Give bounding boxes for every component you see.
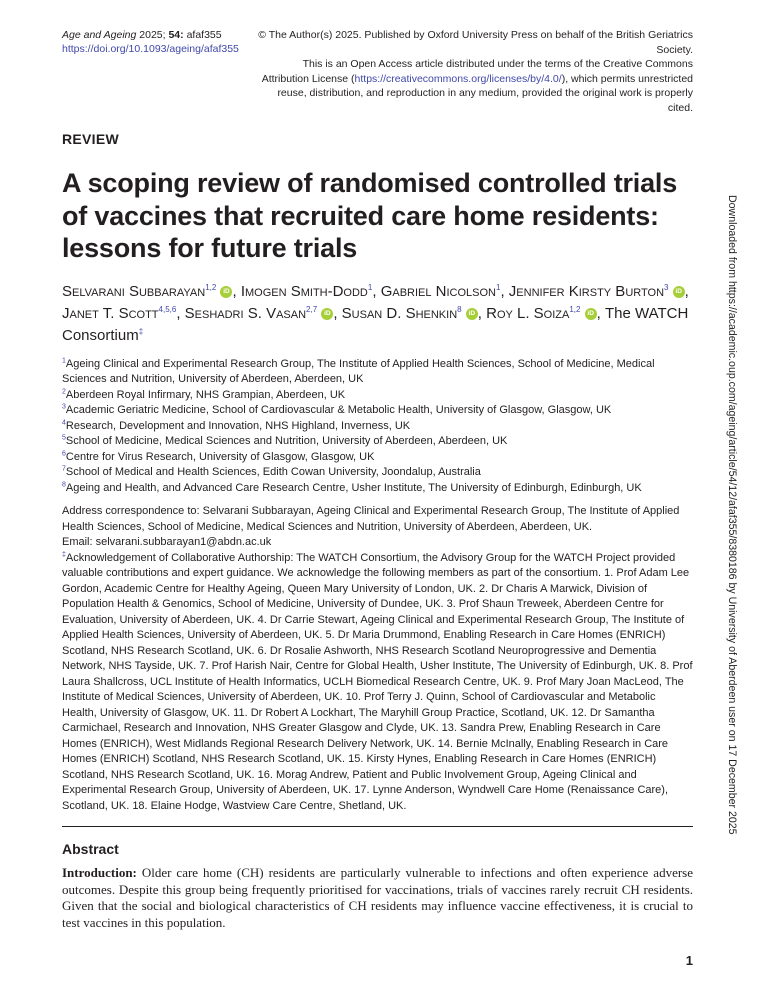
correspondence-address: Address correspondence to: Selvarani Sub… xyxy=(62,505,680,533)
affiliation-number: 8 xyxy=(62,480,66,488)
author-name: Selvarani Subbarayan xyxy=(62,282,206,300)
affiliation: 2Aberdeen Royal Infirmary, NHS Grampian,… xyxy=(62,388,693,404)
acknowledgement-mark: ‡ xyxy=(62,550,66,558)
author: Jennifer Kirsty Burton3 iD xyxy=(509,283,685,300)
author: Seshadri S. Vasan2,7 iD xyxy=(185,305,334,322)
affiliations: 1Ageing Clinical and Experimental Resear… xyxy=(62,357,693,497)
author-list: Selvarani Subbarayan1,2 iD, Imogen Smith… xyxy=(62,282,689,344)
author-affiliation-ref: 1 xyxy=(367,282,373,292)
orcid-icon[interactable]: iD xyxy=(220,285,233,298)
author-affiliation-ref: 1,2 xyxy=(205,282,217,292)
article-title: A scoping review of randomised controlle… xyxy=(62,168,678,263)
consortium: The WATCH Consortium‡ xyxy=(62,305,688,344)
affiliation-text: School of Medicine, Medical Sciences and… xyxy=(65,435,508,447)
license-notice: © The Author(s) 2025. Published by Oxfor… xyxy=(255,28,693,115)
affiliation: 3Academic Geriatric Medicine, School of … xyxy=(62,403,693,419)
abstract-heading: Abstract xyxy=(62,841,119,857)
affiliation-number: 1 xyxy=(62,356,66,364)
author-affiliation-ref: 8 xyxy=(457,304,462,314)
doi-link[interactable]: https://doi.org/10.1093/ageing/afaf355 xyxy=(62,43,239,55)
orcid-icon[interactable]: iD xyxy=(465,307,478,320)
author: Roy L. Soiza1,2 iD xyxy=(486,305,597,322)
author-name: Janet T. Scott xyxy=(62,304,159,322)
author-name: Roy L. Soiza xyxy=(486,304,570,322)
license-text-end: ), which permits unrestricted reuse, dis… xyxy=(277,72,693,114)
affiliation-text: Ageing and Health, and Advanced Care Res… xyxy=(65,481,642,494)
affiliation-number: 3 xyxy=(62,403,66,411)
affiliation: 8Ageing and Health, and Advanced Care Re… xyxy=(62,481,693,497)
journal-citation: Age and Ageing 2025; 54: afaf355 https:/… xyxy=(62,28,239,56)
orcid-icon[interactable]: iD xyxy=(672,285,685,298)
author: Janet T. Scott4,5,6 xyxy=(62,305,176,322)
license-link[interactable]: https://creativecommons.org/licenses/by/… xyxy=(354,72,562,85)
author-name: Seshadri S. Vasan xyxy=(184,304,307,322)
affiliation-number: 6 xyxy=(62,449,66,457)
article-type: REVIEW xyxy=(62,131,120,147)
correspondence: Address correspondence to: Selvarani Sub… xyxy=(62,504,693,551)
abstract-introduction: Introduction: Older care home (CH) resid… xyxy=(62,865,693,931)
affiliation: 6Centre for Virus Research, University o… xyxy=(62,450,693,466)
affiliation-text: Academic Geriatric Medicine, School of C… xyxy=(65,404,612,416)
affiliation-text: School of Medical and Health Sciences, E… xyxy=(65,466,481,478)
author-affiliation-ref: 4,5,6 xyxy=(158,304,177,314)
correspondence-email: Email: selvarani.subbarayan1@abdn.ac.uk xyxy=(62,536,272,548)
author-affiliation-ref: 3 xyxy=(664,282,669,292)
author: Imogen Smith-Dodd1 xyxy=(241,283,373,300)
article-id: afaf355 xyxy=(186,29,222,41)
journal-name: Age and Ageing xyxy=(62,29,137,41)
affiliation-text: Research, Development and Innovation, NH… xyxy=(65,419,411,432)
affiliation: 1Ageing Clinical and Experimental Resear… xyxy=(62,357,693,388)
orcid-icon[interactable]: iD xyxy=(321,307,334,320)
affiliation-number: 5 xyxy=(62,434,66,442)
copyright-text: © The Author(s) 2025. Published by Oxfor… xyxy=(258,29,693,56)
journal-year: 2025; xyxy=(139,29,166,41)
author-name: Imogen Smith-Dodd xyxy=(240,282,368,300)
consortium-name: The WATCH Consortium xyxy=(62,304,689,344)
author: Susan D. Shenkin8 iD xyxy=(342,305,478,322)
author: Gabriel Nicolson1 xyxy=(381,283,501,300)
affiliation-text: Centre for Virus Research, University of… xyxy=(65,450,375,463)
author-affiliation-ref: 1,2 xyxy=(569,304,581,314)
affiliation: 7School of Medical and Health Sciences, … xyxy=(62,465,693,481)
author: Selvarani Subbarayan1,2 iD xyxy=(62,282,233,300)
page-number: 1 xyxy=(685,953,693,968)
affiliation-text: Aberdeen Royal Infirmary, NHS Grampian, … xyxy=(65,388,346,401)
orcid-icon[interactable]: iD xyxy=(584,307,597,320)
affiliation-number: 2 xyxy=(62,387,66,395)
download-note-text: Downloaded from https://academic.oup.com… xyxy=(726,195,738,835)
affiliation: 4Research, Development and Innovation, N… xyxy=(62,419,693,435)
intro-text: Older care home (CH) residents are parti… xyxy=(62,865,693,930)
license-text: This is an Open Access article distribut… xyxy=(261,58,693,85)
journal-volume: 54: xyxy=(168,29,184,41)
page-header: Age and Ageing 2025; 54: afaf355 https:/… xyxy=(62,28,693,115)
acknowledgement-text: Acknowledgement of Collaborative Authors… xyxy=(62,551,693,812)
author-affiliation-ref: 2,7 xyxy=(306,304,318,314)
consortium-mark: ‡ xyxy=(138,326,144,336)
intro-label: Introduction: xyxy=(62,865,137,880)
affiliation-number: 7 xyxy=(62,465,66,473)
author-affiliation-ref: 1 xyxy=(496,282,501,292)
author-name: Gabriel Nicolson xyxy=(380,282,496,300)
affiliation: 5School of Medicine, Medical Sciences an… xyxy=(62,434,693,450)
divider xyxy=(62,826,693,827)
author-name: Susan D. Shenkin xyxy=(341,304,458,322)
acknowledgement: ‡Acknowledgement of Collaborative Author… xyxy=(62,551,693,815)
affiliation-number: 4 xyxy=(62,418,66,426)
author-name: Jennifer Kirsty Burton xyxy=(508,282,665,300)
affiliation-text: Ageing Clinical and Experimental Researc… xyxy=(62,357,655,386)
